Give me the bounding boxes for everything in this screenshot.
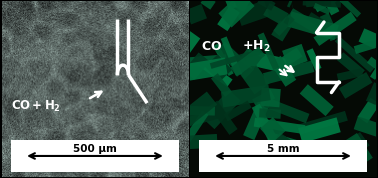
FancyBboxPatch shape — [199, 140, 367, 172]
Text: $\mathbf{CO}$: $\mathbf{CO}$ — [201, 40, 222, 53]
Text: $\mathbf{+ H_2}$: $\mathbf{+ H_2}$ — [242, 39, 271, 54]
FancyBboxPatch shape — [11, 140, 179, 172]
Text: $\mathbf{CO + H_2}$: $\mathbf{CO + H_2}$ — [11, 99, 61, 114]
Text: 500 μm: 500 μm — [73, 144, 117, 154]
Text: 5 mm: 5 mm — [267, 144, 299, 154]
